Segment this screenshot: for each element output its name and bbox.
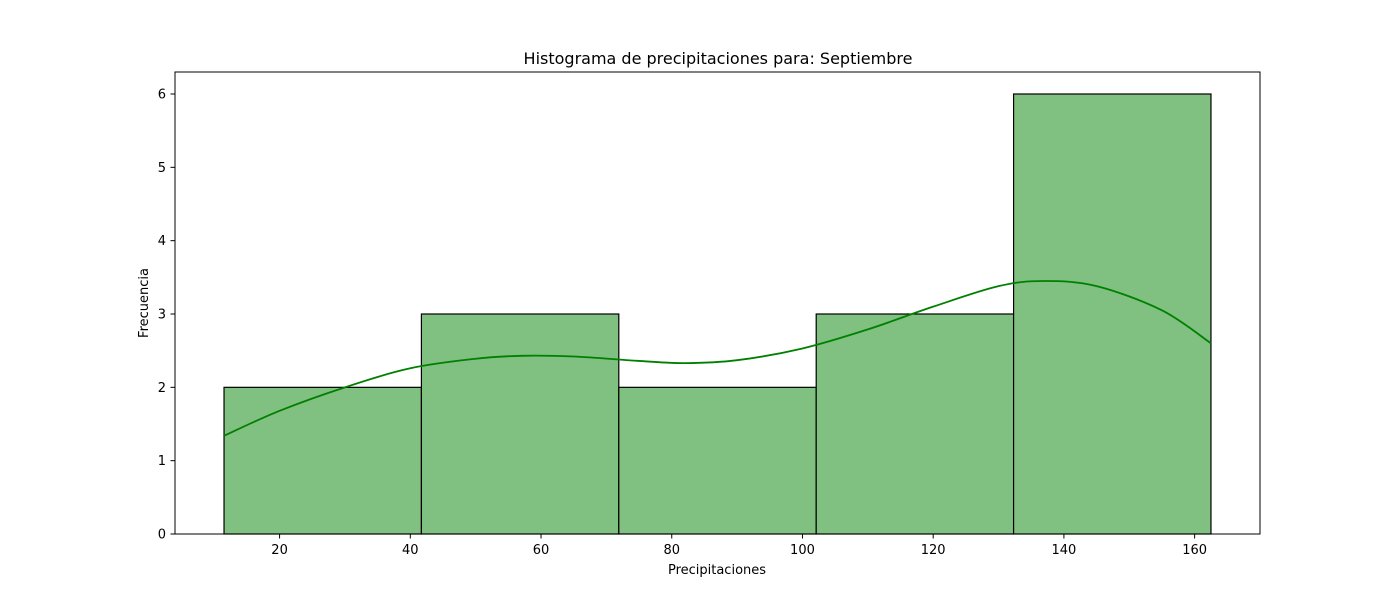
histogram-bar-4 (815, 313, 1015, 535)
histogram-bar-5 (1012, 93, 1212, 535)
histogram-bar-2 (420, 313, 620, 535)
x-axis: 20 40 60 80 100 120 140 160 (271, 534, 1207, 558)
y-tick-label: 2 (158, 381, 166, 396)
y-axis-label: Frecuencia (137, 268, 152, 338)
x-tick-label: 120 (921, 543, 946, 558)
x-tick-label: 140 (1052, 543, 1077, 558)
x-tick-label: 80 (663, 543, 680, 558)
y-tick-label: 0 (158, 528, 166, 543)
y-tick-label: 6 (158, 88, 166, 103)
x-axis-label: Precipitaciones (668, 563, 766, 578)
kde-layer (223, 280, 1212, 437)
x-tick-label: 40 (402, 543, 419, 558)
plot-frame (174, 71, 1261, 535)
bars-layer (223, 93, 1212, 535)
y-tick-label: 4 (158, 234, 166, 249)
x-tick-label: 160 (1182, 543, 1207, 558)
y-axis: 0 1 2 3 4 5 6 (158, 88, 175, 543)
histogram-bar-3 (618, 386, 817, 535)
kde-curve (223, 280, 1212, 437)
x-tick-label: 100 (790, 543, 815, 558)
x-tick-label: 20 (271, 543, 288, 558)
histogram-bar-1 (223, 386, 423, 535)
y-tick-label: 1 (158, 454, 166, 469)
y-tick-label: 3 (158, 308, 166, 323)
x-tick-label: 60 (533, 543, 550, 558)
chart-title: Histograma de precipitaciones para: Sept… (524, 49, 913, 68)
y-tick-label: 5 (158, 161, 166, 176)
